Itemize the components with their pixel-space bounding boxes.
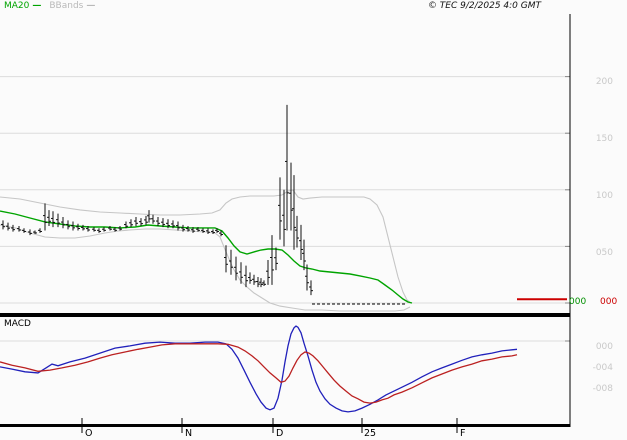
macd-axis-label-000: 000: [595, 342, 613, 352]
copyright-text: © TEC 9/2/2025 4:0 GMT: [427, 1, 541, 11]
price-axis-label-zero-green: 000: [569, 297, 587, 307]
price-axis-label-200: 200: [595, 77, 613, 87]
time-axis-label-november: N: [185, 428, 193, 439]
indicator-legend: MA20 — BBands —: [4, 1, 103, 12]
macd-panel-title: MACD: [4, 319, 31, 329]
price-axis-label-150: 150: [595, 134, 613, 144]
time-axis-label-october: O: [85, 428, 93, 439]
time-axis-label-february: F: [460, 428, 466, 439]
bbands-legend-label: BBands: [49, 1, 84, 11]
legend-item-bbands[interactable]: BBands —: [49, 1, 95, 12]
legend-item-ma20[interactable]: MA20 —: [4, 1, 41, 12]
price-axis-label-zero-red: 000: [600, 297, 618, 307]
time-axis-label-year25: 25: [364, 428, 377, 439]
time-axis-label-december: D: [276, 428, 284, 439]
bbands-legend-line-sample: —: [86, 1, 96, 11]
macd-axis-label-neg004: -004: [592, 363, 613, 373]
price-axis-label-100: 100: [595, 191, 613, 201]
macd-axis-label-neg008: -008: [592, 384, 613, 394]
ma20-legend-label: MA20: [4, 1, 30, 11]
price-axis-label-050: 050: [595, 248, 613, 258]
ma20-legend-line-sample: —: [32, 1, 42, 11]
